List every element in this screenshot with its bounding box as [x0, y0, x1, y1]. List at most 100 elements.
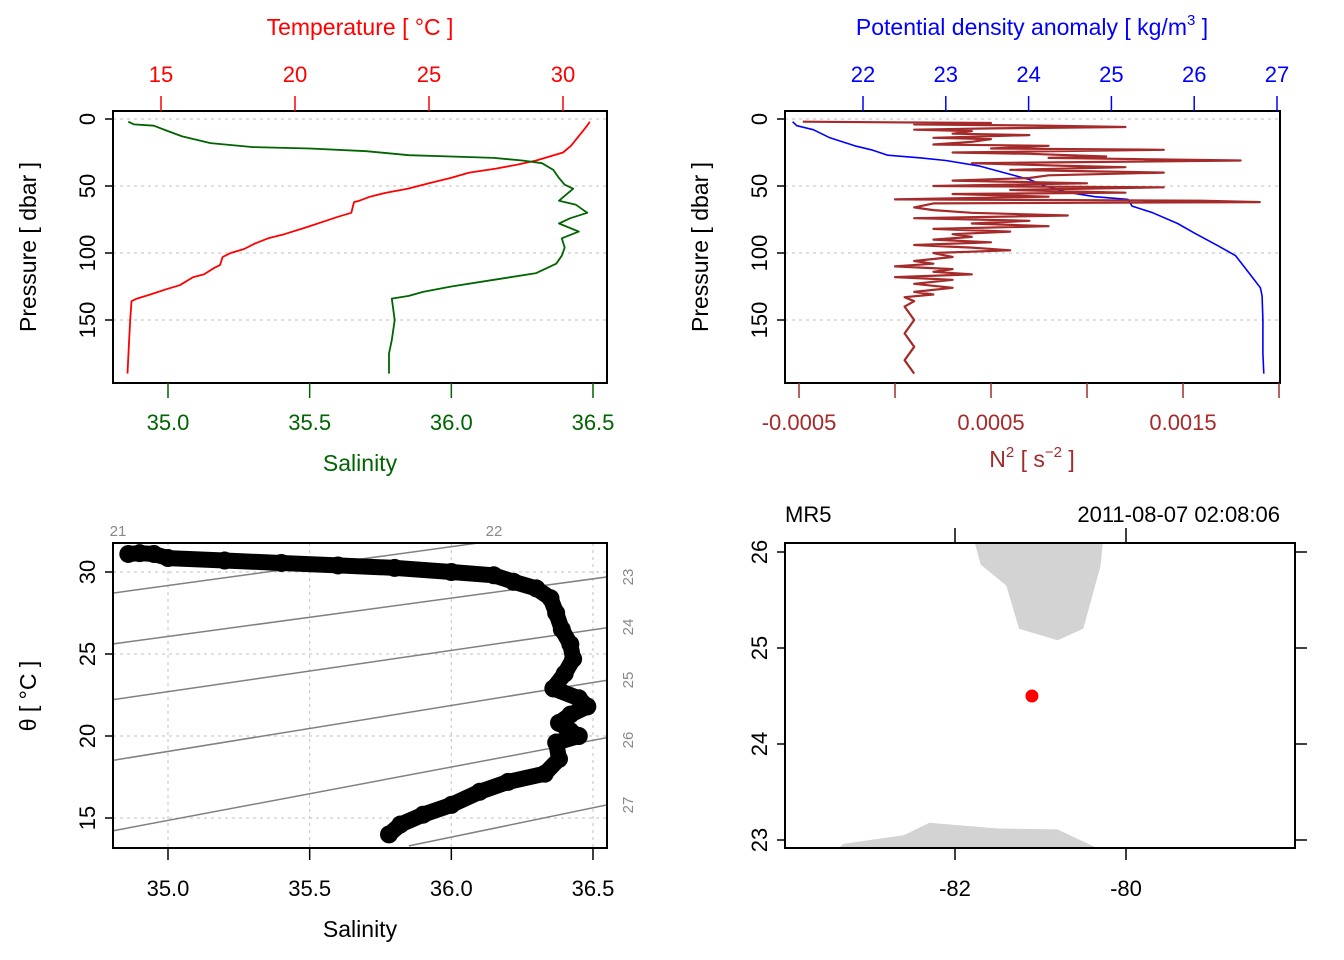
- n2-axis-title: N2 [ s−2 ]: [989, 444, 1075, 472]
- isopycnal-label: 22: [486, 523, 503, 540]
- profile-lines: [792, 120, 1265, 375]
- ts-point: [442, 563, 461, 581]
- ts-point: [578, 697, 597, 716]
- n2-title-main: N: [989, 446, 1006, 472]
- land-polygons: [837, 543, 1337, 848]
- x-tick-label: 35.5: [288, 876, 331, 901]
- salinity-axis-title: Salinity: [323, 450, 398, 476]
- density-title-sup: 3: [1187, 12, 1195, 29]
- panel-salinity-temperature: 0 50 100 150 15 20 25 30 35.0 35.5 36.0 36.5 Temper…: [15, 14, 614, 476]
- density-tick-label: 25: [1099, 62, 1123, 87]
- plot-frame: [784, 110, 1281, 384]
- y-tick-label: 30: [75, 560, 100, 584]
- isopycnal-label: 26: [620, 732, 637, 749]
- y-tick-label: 20: [75, 724, 100, 748]
- temperature-line: [126, 121, 591, 374]
- salinity-tick-label: 36.0: [430, 410, 473, 435]
- n2-title-sup: 2: [1006, 444, 1014, 461]
- ts-point: [130, 544, 149, 563]
- temperature-tick-label: 15: [149, 62, 173, 87]
- lon-tick-label: -80: [1110, 876, 1142, 901]
- axis-ticks: -82 -80 23 24 25 26: [747, 528, 1307, 901]
- x-tick-label: 36.5: [572, 876, 615, 901]
- ts-point: [144, 544, 163, 563]
- temperature-tick-label: 20: [283, 62, 307, 87]
- n2-title-end: ]: [1062, 446, 1075, 472]
- density-tick-label: 22: [851, 62, 875, 87]
- ts-point: [569, 727, 588, 745]
- ts-point: [564, 649, 583, 668]
- panel-station-map: -82 -80 23 24 25 26 MR5 2011-08-07 02:08:06: [747, 502, 1337, 901]
- isopycnal-label: 25: [620, 672, 637, 689]
- y-tick-label: 50: [747, 174, 772, 198]
- y-tick-label: 0: [747, 113, 772, 125]
- ts-point: [272, 553, 291, 572]
- density-tick-label: 24: [1016, 62, 1040, 87]
- y-tick-label: 15: [75, 806, 100, 830]
- ts-point: [504, 572, 523, 591]
- ts-point: [561, 635, 580, 654]
- ts-point: [547, 604, 566, 622]
- salinity-tick-label: 35.5: [288, 410, 331, 435]
- ts-point: [329, 556, 347, 575]
- n2-title-mid: [ s: [1014, 446, 1045, 472]
- profile-lines: [126, 120, 591, 374]
- isopycnal-label: 24: [620, 619, 637, 636]
- station-name: MR5: [785, 502, 831, 527]
- isopycnal-line: [113, 679, 607, 762]
- density-title-main: Potential density anomaly [ kg/m: [856, 14, 1187, 40]
- ts-point: [555, 664, 574, 683]
- salinity-tick-label: 36.5: [572, 410, 615, 435]
- y-tick-label: 50: [75, 174, 100, 198]
- temperature-axis-title: Temperature [ °C ]: [267, 14, 454, 40]
- land-polygon: [1327, 637, 1337, 701]
- axis-ticks: 0 50 100 150 15 20 25 30 35.0 35.5 36.0 36.5: [75, 62, 614, 435]
- y-tick-label: 100: [75, 235, 100, 272]
- lat-tick-label: 23: [747, 828, 772, 852]
- lon-tick-label: -82: [939, 876, 971, 901]
- ts-point: [527, 579, 546, 598]
- station-marker-group: [1025, 689, 1039, 703]
- density-tick-label: 23: [934, 62, 958, 87]
- temperature-tick-label: 30: [551, 62, 575, 87]
- n2-tick-label: -0.0005: [762, 410, 837, 435]
- panel-ts-diagram: 35.0 35.5 36.0 36.5 15 20 25 30 21 22 23 24 25 26 27 S…: [15, 523, 637, 942]
- ts-point: [550, 749, 568, 768]
- ts-point: [442, 795, 461, 814]
- density-tick-label: 27: [1265, 62, 1289, 87]
- y-tick-label: 150: [747, 302, 772, 339]
- isopycnal-line: [113, 736, 607, 832]
- station-marker: [1025, 689, 1039, 703]
- plot-frame: [112, 542, 608, 849]
- lat-tick-label: 26: [747, 540, 772, 564]
- temperature-tick-label: 25: [417, 62, 441, 87]
- y-tick-label: 100: [747, 235, 772, 272]
- ts-point: [380, 825, 398, 844]
- ts-point: [470, 782, 489, 801]
- y-tick-label: 25: [75, 642, 100, 666]
- salinity-axis-title: Salinity: [323, 916, 398, 942]
- lat-tick-label: 24: [747, 732, 772, 756]
- ts-point: [499, 772, 517, 791]
- n2-title-sup2: −2: [1045, 444, 1062, 461]
- plot-frame: [112, 110, 608, 384]
- density-title-end: ]: [1195, 14, 1208, 40]
- isopycnal-line: [408, 804, 607, 847]
- isopycnal-label: 23: [620, 569, 637, 586]
- isopycnal-label: 27: [620, 797, 637, 814]
- land-polygon: [974, 543, 1103, 641]
- ts-point: [215, 551, 234, 570]
- density-tick-label: 26: [1182, 62, 1206, 87]
- map-frame: [784, 542, 1296, 849]
- x-tick-label: 36.0: [430, 876, 473, 901]
- ts-point: [414, 805, 432, 824]
- y-tick-label: 0: [75, 113, 100, 125]
- isopycnal-line: [113, 627, 607, 701]
- station-datetime: 2011-08-07 02:08:06: [1077, 502, 1280, 527]
- density-line: [792, 121, 1265, 374]
- ts-trace: [120, 545, 596, 843]
- ts-point: [552, 620, 571, 639]
- ts-point: [535, 764, 554, 783]
- ts-point: [484, 566, 503, 585]
